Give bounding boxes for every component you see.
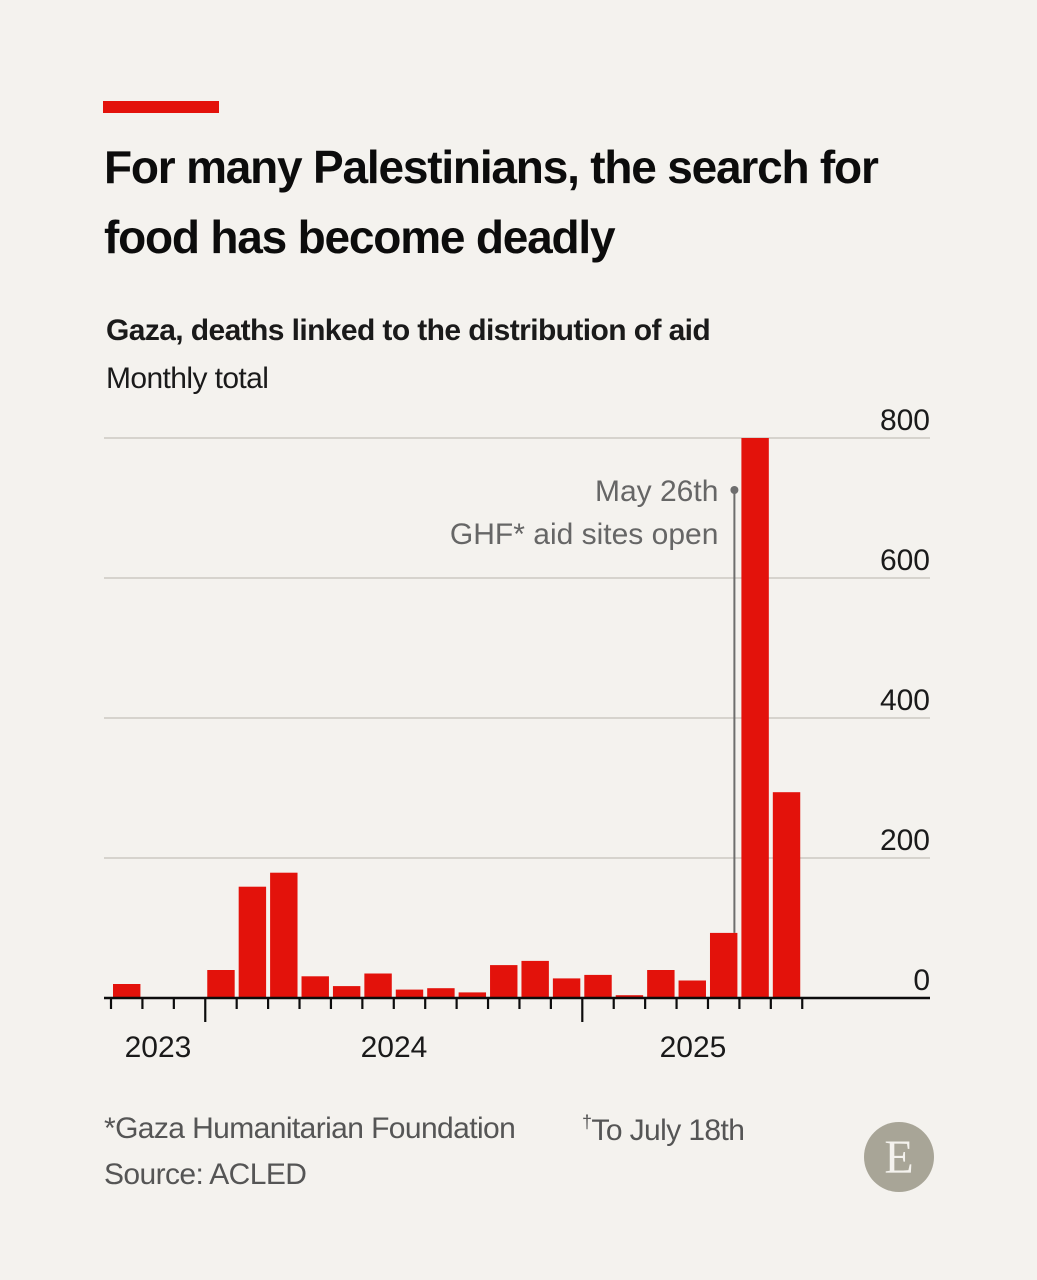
bar xyxy=(584,974,612,998)
source-label: Source: ACLED xyxy=(104,1158,307,1191)
bar xyxy=(332,986,361,998)
x-year-label: 2024 xyxy=(361,1031,428,1064)
y-tick-label: 600 xyxy=(880,544,930,577)
footnote-dagger: †To July 18th xyxy=(582,1112,745,1148)
annotation-date: May 26th xyxy=(595,475,718,508)
bar xyxy=(678,980,706,998)
annotation-dot xyxy=(730,486,739,494)
bar xyxy=(113,984,141,998)
bar xyxy=(490,965,518,998)
y-tick-label: 0 xyxy=(913,964,930,997)
bar xyxy=(207,970,235,998)
annotation-text: GHF* aid sites open xyxy=(450,518,718,551)
bar xyxy=(395,989,424,998)
chart-unit-label: Monthly total xyxy=(106,362,269,395)
economist-logo: E xyxy=(864,1122,934,1192)
y-tick-label: 400 xyxy=(880,684,930,717)
y-tick-label: 200 xyxy=(880,824,930,857)
chart-subtitle: Gaza, deaths linked to the distribution … xyxy=(106,314,711,347)
x-year-label: 2023 xyxy=(125,1031,192,1064)
y-tick-label: 800 xyxy=(880,404,930,437)
bar xyxy=(521,960,549,998)
bar xyxy=(552,978,581,998)
bar xyxy=(709,932,738,998)
bar xyxy=(427,988,455,998)
bar xyxy=(647,970,675,998)
bar xyxy=(458,992,487,998)
accent-bar xyxy=(103,101,219,113)
bar xyxy=(741,438,769,998)
footnote-ghf: *Gaza Humanitarian Foundation xyxy=(104,1112,516,1145)
bar xyxy=(270,872,298,998)
dagger-mark: † xyxy=(582,1112,592,1132)
bar xyxy=(301,976,329,998)
footnote-dagger-text: To July 18th xyxy=(591,1114,745,1147)
x-year-label: 2025 xyxy=(660,1031,727,1064)
bar xyxy=(772,792,801,998)
bar xyxy=(364,973,392,998)
chart-title: For many Palestinians, the search for fo… xyxy=(104,141,879,263)
bar xyxy=(615,995,644,998)
bar xyxy=(238,886,267,998)
